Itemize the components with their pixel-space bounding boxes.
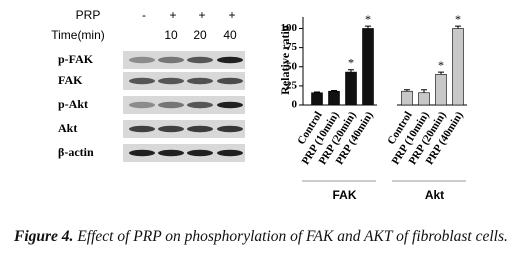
blot-band [217, 56, 243, 64]
figure: PRP Time(min) Relative ratio - + + +10 20 40 p… [51, 8, 467, 202]
caption-text: Effect of PRP on phosphorylation of FAK … [77, 228, 508, 245]
blot-band [158, 125, 184, 133]
time-value: 20 [193, 28, 207, 42]
bar [311, 92, 323, 106]
treatment-sign: + [228, 8, 235, 22]
error-bar [365, 25, 371, 29]
blot-row-label: FAK [58, 73, 83, 87]
blot-band [129, 56, 155, 64]
blot-strip [123, 96, 245, 114]
caption: Figure 4. Effect of PRP on phosphorylati… [14, 226, 512, 248]
blot-band [158, 56, 184, 64]
blot-band [187, 56, 213, 64]
time-label: Time(min) [51, 28, 105, 42]
blot-band [129, 125, 155, 133]
bar [328, 90, 340, 106]
blot-band [158, 77, 184, 85]
group-label: FAK [333, 188, 357, 202]
blot-band [129, 149, 155, 157]
blot-band [217, 125, 243, 133]
y-tick-label: 75 [286, 41, 298, 53]
blot-band [187, 101, 213, 109]
time-value: 40 [223, 28, 237, 42]
treatment-sign: - [142, 8, 146, 22]
significance: * [348, 56, 354, 70]
significance: * [438, 58, 444, 72]
blot-row-label: Akt [58, 121, 77, 135]
bar [418, 92, 430, 106]
error-bar [455, 25, 461, 29]
error-bar [314, 91, 320, 93]
y-tick-label: 50 [286, 60, 298, 72]
y-axis-title: Relative ratio [278, 25, 292, 95]
blot-band [158, 149, 184, 157]
significance: * [365, 12, 371, 26]
blot-row-label: p-FAK [58, 52, 94, 66]
treatment-sign: + [198, 8, 205, 22]
bar [345, 71, 357, 106]
bar [452, 28, 464, 106]
group-label: Akt [425, 188, 444, 202]
blot-row-label: p-Akt [58, 97, 88, 111]
significance: * [455, 12, 461, 26]
error-bar [438, 71, 444, 75]
blot-band [187, 149, 213, 157]
blot-band [217, 149, 243, 157]
treatment-label: PRP [76, 8, 101, 22]
time-value: 10 [164, 28, 178, 42]
error-bar [404, 89, 410, 92]
caption-label: Figure 4. [14, 228, 74, 245]
blot-strip [123, 51, 245, 69]
blot-band [158, 101, 184, 109]
bar [435, 74, 447, 106]
blot-band [187, 77, 213, 85]
blot-band [129, 101, 155, 109]
blot-band [187, 125, 213, 133]
blot-row-label: β-actin [58, 145, 94, 159]
y-tick-label: 0 [292, 99, 298, 111]
bar [401, 90, 413, 106]
y-tick-label: 100 [281, 22, 298, 34]
blot-band [217, 101, 243, 109]
bar [362, 28, 374, 106]
error-bar [348, 69, 354, 73]
error-bar [421, 89, 427, 93]
blot-band [217, 77, 243, 85]
treatment-sign: + [169, 8, 176, 22]
error-bar [331, 89, 337, 92]
blot-band [129, 77, 155, 85]
y-tick-label: 25 [286, 79, 298, 91]
